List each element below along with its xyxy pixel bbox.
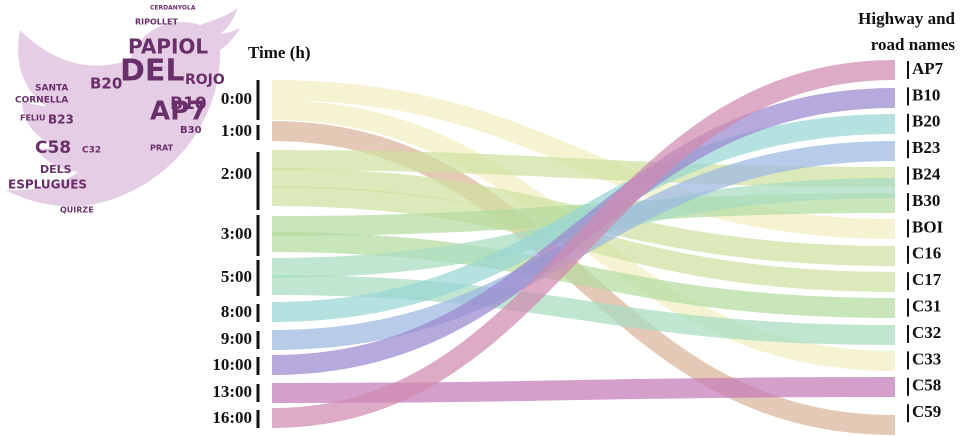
road-label: BOI bbox=[912, 217, 944, 236]
flow bbox=[271, 232, 896, 318]
word: PAPIOL bbox=[128, 35, 208, 59]
word: DEL bbox=[120, 54, 185, 89]
road-label: B24 bbox=[912, 165, 941, 184]
time-label: 2:00 bbox=[221, 164, 252, 183]
word: CORNELLA bbox=[15, 96, 68, 106]
word: FELIU bbox=[20, 114, 46, 123]
road-label: C33 bbox=[912, 349, 941, 368]
time-axis-title: Time (h) bbox=[248, 43, 311, 62]
word: B20 bbox=[90, 75, 122, 93]
road-label: B30 bbox=[912, 191, 940, 210]
word: RIPOLLET bbox=[135, 18, 178, 27]
word: PRAT bbox=[150, 144, 174, 153]
word: C32 bbox=[82, 146, 101, 156]
word: C58 bbox=[35, 138, 71, 158]
word: CERDANYOLA bbox=[150, 5, 196, 12]
word: QUIRZE bbox=[60, 206, 94, 215]
road-label: B10 bbox=[912, 85, 940, 104]
word: B10 bbox=[170, 94, 207, 114]
word: DELS bbox=[40, 163, 72, 176]
word: ROJO bbox=[185, 72, 225, 88]
road-label: C31 bbox=[912, 297, 941, 316]
flow bbox=[271, 150, 896, 187]
road-axis-title: road names bbox=[871, 35, 956, 54]
road-label: C59 bbox=[912, 402, 941, 421]
time-label: 8:00 bbox=[221, 302, 252, 321]
road-label: C17 bbox=[912, 270, 942, 289]
bird-shape bbox=[5, 8, 240, 207]
time-label: 16:00 bbox=[212, 408, 252, 427]
flows bbox=[271, 60, 896, 435]
road-label: AP7 bbox=[912, 59, 944, 78]
road-label: B20 bbox=[912, 112, 940, 131]
time-label: 13:00 bbox=[212, 382, 252, 401]
time-label: 0:00 bbox=[221, 89, 252, 108]
flow bbox=[271, 114, 896, 322]
road-axis-title: Highway and bbox=[858, 9, 955, 28]
time-label: 9:00 bbox=[221, 329, 252, 348]
word: AP7 bbox=[150, 97, 207, 127]
flow bbox=[271, 275, 896, 345]
time-label: 5:00 bbox=[221, 267, 252, 286]
road-label: C32 bbox=[912, 323, 941, 342]
time-label: 10:00 bbox=[212, 355, 252, 374]
word: B30 bbox=[180, 125, 202, 136]
flow bbox=[271, 60, 896, 428]
flow bbox=[271, 377, 896, 403]
road-label: B23 bbox=[912, 138, 940, 157]
word: B23 bbox=[48, 113, 74, 127]
time-label: 3:00 bbox=[221, 224, 252, 243]
road-label: C58 bbox=[912, 376, 941, 395]
time-label: 1:00 bbox=[221, 121, 252, 140]
axis-labels: 0:00 1:00 2:00 3:00 5:00 8:00 9:00 10:00 13:00 16… bbox=[212, 59, 944, 428]
word: ESPLUGUES bbox=[8, 178, 87, 192]
word: SANTA bbox=[35, 84, 68, 94]
road-label: C16 bbox=[912, 244, 941, 263]
